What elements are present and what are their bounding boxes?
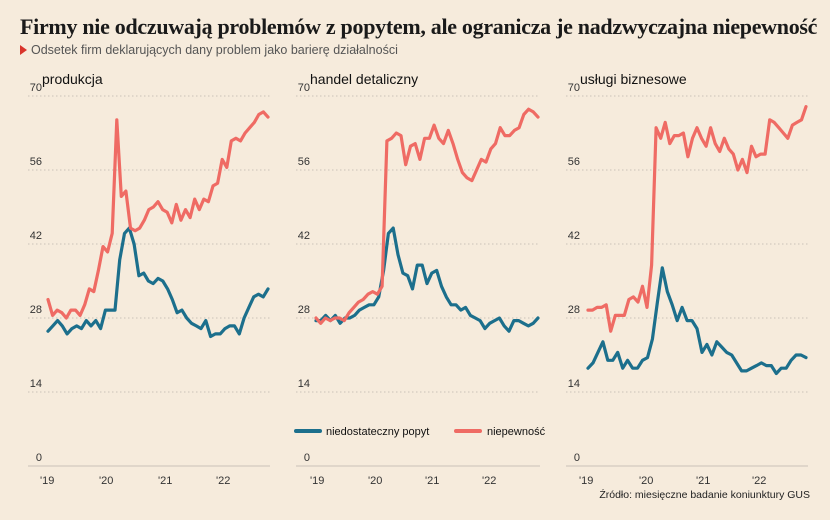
legend-label-niepewnosc: niepewność xyxy=(487,426,546,438)
series-line-niepewnosc xyxy=(314,107,540,325)
y-tick-label: 56 xyxy=(298,156,310,168)
y-tick-label: 28 xyxy=(298,304,310,316)
subtitle: Odsetek firm deklarujących dany problem … xyxy=(20,43,398,57)
page-title: Firmy nie odczuwają problemów z popytem,… xyxy=(20,14,818,39)
x-tick-label: '19 xyxy=(40,475,54,487)
series-line-niedostateczny-popyt xyxy=(586,266,808,376)
x-tick-label: '21 xyxy=(696,475,710,487)
source-note: Źródło: miesięczne badanie koniunktury G… xyxy=(599,489,810,501)
series-line-niepewnosc xyxy=(46,110,270,320)
y-tick-label: 42 xyxy=(568,230,580,242)
y-tick-label: 56 xyxy=(568,156,580,168)
y-tick-label: 0 xyxy=(574,452,580,464)
x-tick-label: '20 xyxy=(639,475,653,487)
y-tick-label: 0 xyxy=(304,452,310,464)
x-tick-label: '21 xyxy=(158,475,172,487)
y-tick-label: 28 xyxy=(30,304,42,316)
series-line-niedostateczny-popyt xyxy=(46,226,270,339)
x-tick-label: '20 xyxy=(99,475,113,487)
y-tick-label: 70 xyxy=(30,82,42,94)
x-tick-label: '22 xyxy=(216,475,230,487)
y-tick-label: 56 xyxy=(30,156,42,168)
y-tick-label: 14 xyxy=(568,378,580,390)
x-tick-label: '19 xyxy=(310,475,324,487)
x-tick-label: '22 xyxy=(482,475,496,487)
panel-title: handel detaliczny xyxy=(310,71,418,87)
y-tick-label: 70 xyxy=(568,82,580,94)
x-tick-label: '21 xyxy=(425,475,439,487)
panel-title: usługi biznesowe xyxy=(580,71,687,87)
y-tick-label: 70 xyxy=(298,82,310,94)
x-tick-label: '20 xyxy=(368,475,382,487)
x-tick-label: '22 xyxy=(752,475,766,487)
y-tick-label: 14 xyxy=(298,378,310,390)
y-tick-label: 42 xyxy=(298,230,310,242)
triangle-marker-icon xyxy=(20,45,27,55)
series-line-niepewnosc xyxy=(586,104,808,333)
y-tick-label: 0 xyxy=(36,452,42,464)
series-line-niedostateczny-popyt xyxy=(314,226,540,333)
subtitle-text: Odsetek firm deklarujących dany problem … xyxy=(31,43,398,57)
x-tick-label: '19 xyxy=(579,475,593,487)
panel-title: produkcja xyxy=(42,71,103,87)
y-tick-label: 42 xyxy=(30,230,42,242)
y-tick-label: 28 xyxy=(568,304,580,316)
y-tick-label: 14 xyxy=(30,378,42,390)
legend-label-niedostateczny-popyt: niedostateczny popyt xyxy=(326,426,429,438)
